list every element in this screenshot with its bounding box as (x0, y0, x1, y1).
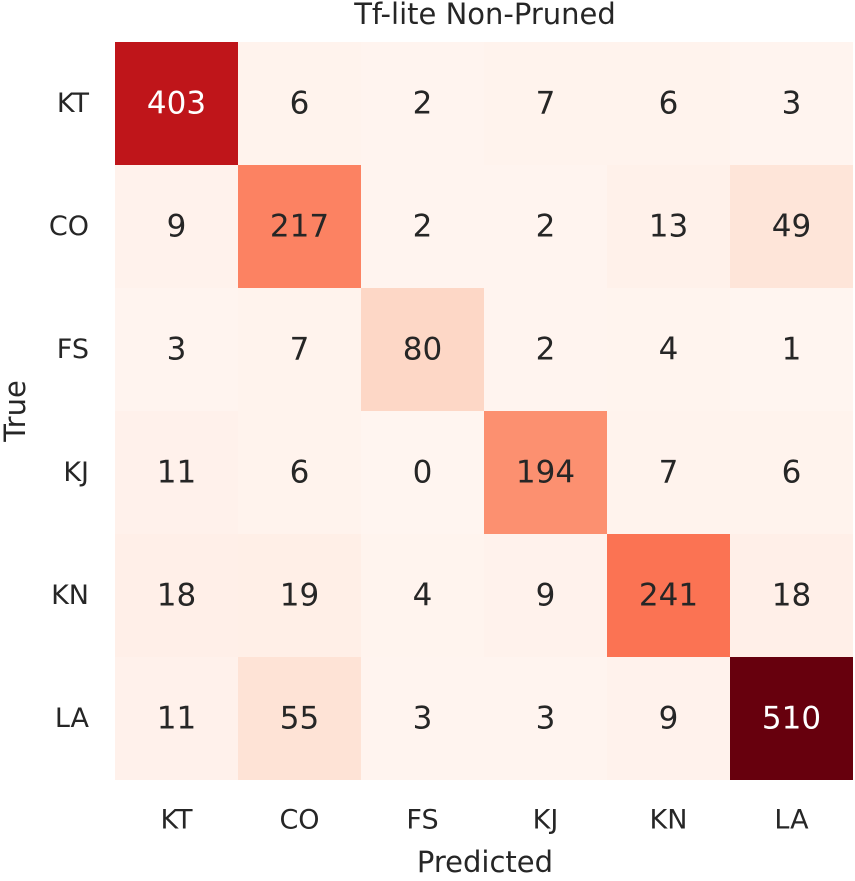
cell-value-label: 7 (659, 455, 679, 491)
cell-value-label: 6 (782, 455, 802, 491)
x-tick-label: KJ (533, 805, 559, 836)
x-tick-label: KN (650, 805, 688, 836)
heatmap-cell (361, 288, 484, 411)
cell-value-label: 6 (290, 455, 310, 491)
heatmap-cell (361, 534, 484, 657)
x-tick-label: LA (774, 805, 809, 836)
cell-value-label: 7 (536, 86, 556, 122)
cell-value-label: 2 (536, 209, 556, 245)
heatmap-cell (238, 165, 361, 288)
cell-value-label: 19 (280, 578, 319, 614)
cell-value-label: 6 (659, 86, 679, 122)
y-axis-title: True (0, 380, 32, 443)
heatmap-cell (115, 534, 238, 657)
heatmap-cell (607, 411, 730, 534)
y-axis-tick-labels: KT CO FS KJ KN LA (49, 88, 90, 734)
cell-value-label: 241 (639, 578, 698, 614)
heatmap-cell (238, 657, 361, 780)
chart-title: Tf-lite Non-Pruned (353, 0, 616, 31)
cell-value-label: 2 (413, 209, 433, 245)
cell-value-label: 4 (413, 578, 433, 614)
heatmap-cell (115, 411, 238, 534)
cell-value-label: 9 (659, 701, 679, 737)
cell-value-label: 194 (516, 455, 575, 491)
heatmap-cell (607, 657, 730, 780)
cell-value-label: 11 (157, 701, 196, 737)
cell-value-label: 0 (413, 455, 433, 491)
heatmap-cell (730, 42, 853, 165)
cell-value-label: 13 (649, 209, 688, 245)
heatmap-cell (115, 657, 238, 780)
x-tick-label: FS (406, 805, 438, 836)
y-tick-label: FS (57, 334, 89, 365)
heatmap-cell (730, 288, 853, 411)
heatmap-cell (730, 411, 853, 534)
cell-value-label: 3 (413, 701, 433, 737)
y-tick-label: CO (49, 211, 89, 242)
cell-value-label: 4 (659, 332, 679, 368)
cell-value-label: 18 (157, 578, 196, 614)
cell-value-label: 18 (772, 578, 811, 614)
heatmap-cell (361, 411, 484, 534)
heatmap-cell (115, 42, 238, 165)
y-tick-label: LA (55, 703, 90, 734)
cell-value-label: 9 (536, 578, 556, 614)
heatmap-cell (484, 42, 607, 165)
heatmap-cell (361, 165, 484, 288)
cell-value-label: 49 (772, 209, 811, 245)
cell-value-label: 3 (782, 86, 802, 122)
cell-value-label: 7 (290, 332, 310, 368)
cell-value-label: 403 (147, 86, 206, 122)
cell-value-label: 55 (280, 701, 319, 737)
cell-value-label: 80 (403, 332, 442, 368)
cell-value-label: 2 (413, 86, 433, 122)
heatmap-cell (607, 42, 730, 165)
heatmap-cell (730, 657, 853, 780)
heatmap-cell (238, 411, 361, 534)
cell-value-label: 1 (782, 332, 802, 368)
heatmap-cell (361, 657, 484, 780)
cell-value-label: 510 (762, 701, 821, 737)
heatmap-cell (115, 165, 238, 288)
heatmap-cell (115, 288, 238, 411)
heatmap-cell (607, 534, 730, 657)
heatmap-cell (484, 411, 607, 534)
x-tick-label: CO (279, 805, 319, 836)
cell-value-label: 6 (290, 86, 310, 122)
cell-value-label: 217 (270, 209, 329, 245)
heatmap-cells (115, 42, 853, 780)
heatmap-cell (484, 657, 607, 780)
heatmap-cell (361, 42, 484, 165)
cell-value-label: 3 (536, 701, 556, 737)
y-tick-label: KT (57, 88, 90, 119)
heatmap-cell (730, 534, 853, 657)
x-axis-title: Predicted (417, 845, 553, 879)
y-tick-label: KN (51, 580, 89, 611)
heatmap-cell-labels: 403 6 2 7 6 39 217 2 2 13 493 7 80 2 4 111 6 0 194 7 618 19 4 9… (147, 86, 821, 737)
heatmap-cell (607, 288, 730, 411)
heatmap-cell (238, 42, 361, 165)
heatmap-cell (238, 288, 361, 411)
cell-value-label: 3 (167, 332, 187, 368)
cell-value-label: 2 (536, 332, 556, 368)
heatmap-cell (238, 534, 361, 657)
x-axis-tick-labels: KT CO FS KJ KN LA (160, 805, 809, 836)
heatmap-cell (484, 288, 607, 411)
heatmap-cell (730, 165, 853, 288)
heatmap-cell (484, 534, 607, 657)
x-tick-label: KT (160, 805, 193, 836)
cell-value-label: 9 (167, 209, 187, 245)
y-tick-label: KJ (63, 457, 89, 488)
cell-value-label: 11 (157, 455, 196, 491)
heatmap-cell (484, 165, 607, 288)
heatmap-cell (607, 165, 730, 288)
